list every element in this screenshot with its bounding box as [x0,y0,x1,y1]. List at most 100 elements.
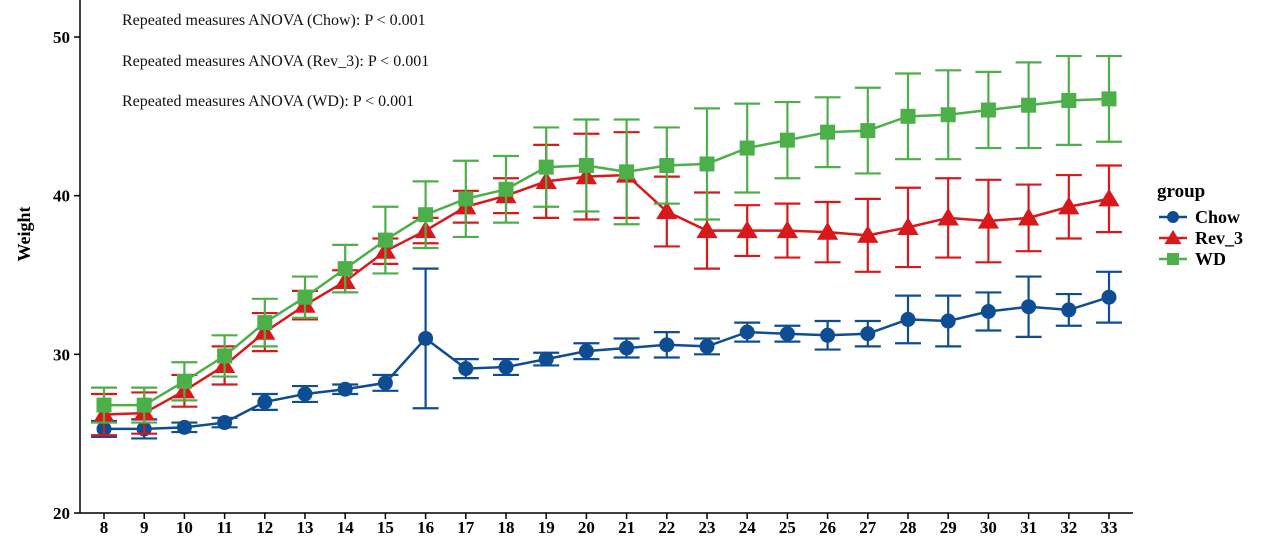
data-point-wd [217,348,233,364]
data-point-chow [860,326,876,342]
x-tick-label: 16 [417,518,434,537]
data-series [91,54,1122,440]
data-point-rev3 [736,220,758,239]
legend-label-rev3: Rev_3 [1195,228,1243,248]
anova-annotation-chow: Repeated measures ANOVA (Chow): P < 0.00… [122,12,426,29]
anova-annotations: Repeated measures ANOVA (Chow): P < 0.00… [122,12,429,110]
x-tick-label: 28 [900,518,917,537]
x-tick-label: 29 [940,518,957,537]
data-point-chow [458,361,474,377]
axes: Weight [14,0,1133,514]
data-point-wd [337,261,353,277]
data-point-wd [176,373,192,389]
data-point-chow [377,375,393,391]
data-point-wd [136,397,152,413]
data-point-chow [659,337,675,353]
x-tick-label: 15 [377,518,394,537]
x-ticks: 8 9 10 11 12 13 14 15 16 17 18 19 20 21 22 23 24 25 26 27 28… [100,513,1118,537]
data-point-wd [659,158,675,174]
data-point-chow [337,381,353,397]
data-point-wd [699,156,715,172]
data-point-wd [538,159,554,175]
series-wd [91,54,1122,424]
data-point-chow [900,311,916,327]
y-tick-label: 30 [53,345,70,364]
data-point-wd [297,289,313,305]
data-point-rev3 [656,201,678,220]
legend-title: group [1157,181,1205,202]
y-axis-label: Weight [14,206,34,261]
data-point-chow [980,303,996,319]
data-point-wd [377,232,393,248]
anova-annotation-wd: Repeated measures ANOVA (WD): P < 0.001 [122,93,414,110]
data-point-wd [458,191,474,207]
x-tick-label: 14 [337,518,355,537]
data-point-wd [578,158,594,174]
x-tick-label: 32 [1060,518,1077,537]
legend-item-wd: WD [1159,249,1226,269]
data-point-wd [900,108,916,124]
data-point-wd [820,124,836,140]
x-tick-label: 23 [699,518,716,537]
data-point-wd [940,107,956,123]
data-point-wd [1061,92,1077,108]
legend-label-chow: Chow [1195,207,1240,227]
series-chow [91,267,1122,440]
data-point-rev3 [696,220,718,239]
data-point-rev3 [897,217,919,235]
data-point-chow [820,327,836,343]
x-tick-label: 21 [618,518,635,537]
data-point-rev3 [857,225,879,243]
data-point-chow [739,324,755,340]
series-rev3 [91,131,1122,437]
data-point-chow [418,330,434,346]
data-point-wd [619,164,635,180]
legend-label-wd: WD [1195,249,1226,269]
x-tick-label: 25 [779,518,796,537]
data-point-chow [1061,302,1077,318]
data-point-chow [699,338,715,354]
x-tick-label: 17 [457,518,475,537]
y-ticks: 20 30 40 50 [53,28,80,523]
data-point-chow [498,359,514,375]
x-tick-label: 22 [658,518,675,537]
data-point-chow [779,326,795,342]
y-tick-label: 50 [53,28,70,47]
y-tick-label: 40 [53,187,70,206]
data-point-rev3 [1017,207,1040,226]
anova-annotation-rev3: Repeated measures ANOVA (Rev_3): P < 0.0… [122,53,429,70]
x-tick-label: 10 [176,518,193,537]
data-point-chow [297,386,313,402]
x-tick-label: 13 [297,518,314,537]
data-point-wd [1021,97,1037,113]
x-tick-label: 33 [1101,518,1118,537]
data-point-wd [96,397,112,413]
x-tick-label: 26 [819,518,836,537]
legend-item-rev3: Rev_3 [1159,228,1243,248]
series-line-wd [104,97,1110,407]
x-tick-label: 11 [217,518,233,537]
data-point-wd [257,315,273,331]
data-point-rev3 [1058,196,1080,215]
legend-swatch-marker [1167,253,1179,265]
y-tick-label: 20 [53,504,70,523]
data-point-wd [980,102,996,118]
x-tick-label: 18 [498,518,515,537]
data-point-rev3 [776,220,799,239]
data-point-chow [1021,299,1037,315]
data-point-wd [1101,91,1117,107]
x-tick-label: 31 [1020,518,1037,537]
data-point-chow [217,415,233,431]
x-tick-label: 9 [140,518,149,537]
x-tick-label: 12 [256,518,273,537]
legend-item-chow: Chow [1159,207,1240,227]
data-point-chow [578,343,594,359]
data-point-chow [538,351,554,367]
data-point-chow [1101,289,1117,305]
x-tick-label: 19 [538,518,555,537]
data-point-rev3 [816,222,839,240]
x-tick-label: 30 [980,518,997,537]
legend-swatch-marker [1164,229,1182,245]
